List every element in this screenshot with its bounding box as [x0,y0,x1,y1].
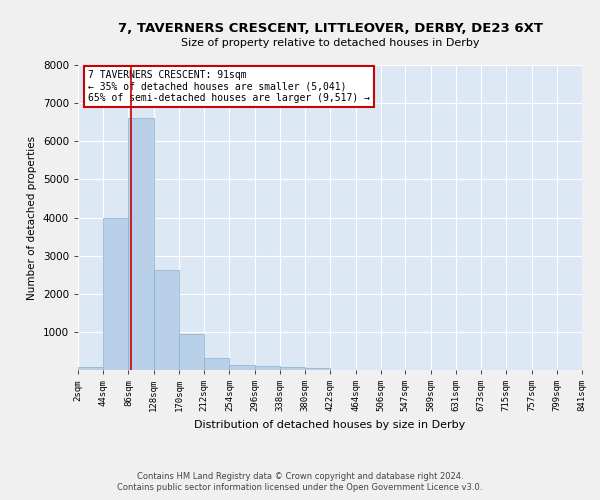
X-axis label: Distribution of detached houses by size in Derby: Distribution of detached houses by size … [194,420,466,430]
Bar [154,270,179,370]
Text: Contains HM Land Registry data © Crown copyright and database right 2024.: Contains HM Land Registry data © Crown c… [137,472,463,481]
Text: 7 TAVERNERS CRESCENT: 91sqm
← 35% of detached houses are smaller (5,041)
65% of : 7 TAVERNERS CRESCENT: 91sqm ← 35% of det… [88,70,370,103]
Bar [204,358,229,370]
Bar [78,367,103,370]
Bar [179,334,204,370]
Text: Contains public sector information licensed under the Open Government Licence v3: Contains public sector information licen… [118,484,482,492]
Bar [305,368,331,370]
Bar [254,366,280,370]
Bar [280,366,305,370]
Y-axis label: Number of detached properties: Number of detached properties [27,136,37,300]
Text: Size of property relative to detached houses in Derby: Size of property relative to detached ho… [181,38,479,48]
Bar [128,118,154,370]
Bar [229,366,254,370]
Text: 7, TAVERNERS CRESCENT, LITTLEOVER, DERBY, DE23 6XT: 7, TAVERNERS CRESCENT, LITTLEOVER, DERBY… [118,22,542,36]
Bar [103,218,128,370]
